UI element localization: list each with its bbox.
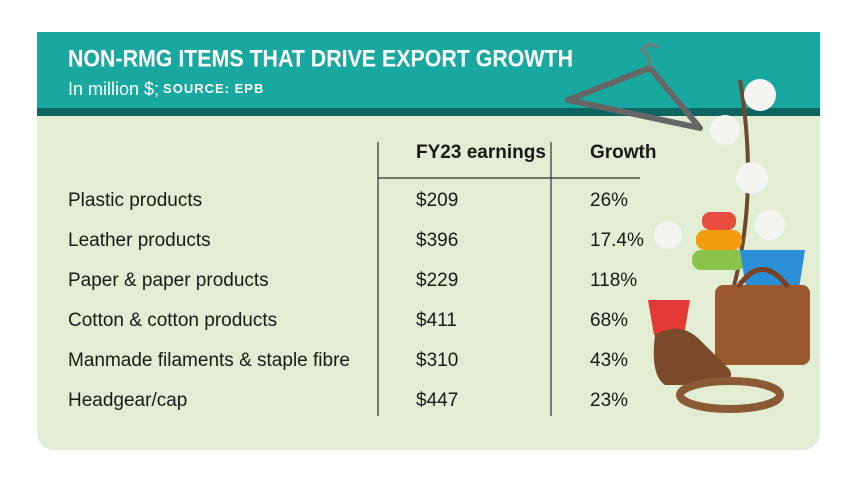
- table-cell: $396: [416, 230, 458, 251]
- table: FY23 earnings Growth Plastic products $209 2…: [68, 142, 657, 411]
- table-cell: 23%: [590, 390, 628, 411]
- table-cell: Plastic products: [68, 190, 202, 211]
- subtitle: In million $; SOURCE: EPB: [68, 79, 264, 99]
- table-cell: $411: [416, 310, 457, 331]
- cotton: [736, 162, 768, 194]
- subtitle-text: In million $;: [68, 79, 159, 99]
- hanger: [565, 65, 703, 131]
- table-cell: Leather products: [68, 230, 211, 251]
- table-cell: 26%: [590, 190, 628, 211]
- table-cell: Paper & paper products: [68, 270, 269, 291]
- table-cell: $447: [416, 390, 458, 411]
- table-cell: 17.4%: [590, 230, 644, 251]
- hanger-hook: [639, 43, 660, 69]
- toy-ring: [702, 212, 736, 230]
- table-cell: Manmade filaments & staple fibre: [68, 350, 350, 371]
- header-stripe: [37, 108, 820, 116]
- illustration: [565, 43, 810, 413]
- cotton: [744, 79, 776, 111]
- cotton: [710, 115, 740, 145]
- cotton-stem: [728, 79, 750, 301]
- title: NON-RMG ITEMS THAT DRIVE EXPORT GROWTH: [68, 45, 573, 72]
- cotton: [755, 210, 785, 240]
- shoe: [653, 328, 731, 385]
- table-cell: 68%: [590, 310, 628, 331]
- cotton: [654, 221, 682, 249]
- bag: [715, 285, 810, 365]
- table-cell: $209: [416, 190, 458, 211]
- column-header: Growth: [590, 142, 657, 163]
- toy-ring: [696, 230, 742, 250]
- table-cell: 43%: [590, 350, 628, 371]
- table-cell: $229: [416, 270, 458, 291]
- cup: [648, 300, 690, 335]
- column-header: FY23 earnings: [416, 142, 546, 163]
- table-cell: $310: [416, 350, 458, 371]
- toy-ring: [692, 250, 746, 270]
- bag-handle: [735, 267, 791, 289]
- header-band: [37, 32, 820, 110]
- card: [37, 32, 820, 450]
- belt: [676, 377, 784, 413]
- source: SOURCE: EPB: [163, 81, 264, 96]
- table-cell: Headgear/cap: [68, 390, 187, 411]
- table-cell: 118%: [590, 270, 637, 291]
- table-cell: Cotton & cotton products: [68, 310, 277, 331]
